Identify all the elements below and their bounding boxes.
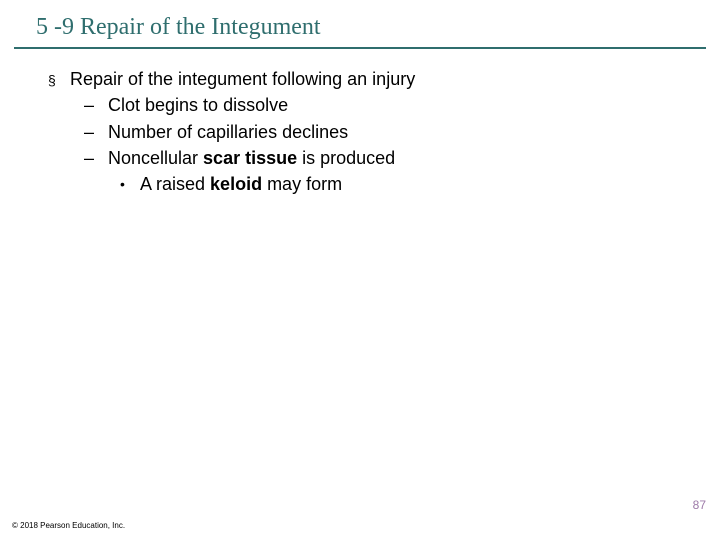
dash-bullet-icon: –	[84, 120, 108, 144]
bullet-l3-text: A raised keloid may form	[140, 172, 342, 196]
bullet-l2-1-text: Clot begins to dissolve	[108, 93, 288, 117]
bullet-level2: – Number of capillaries declines	[84, 120, 680, 144]
text-fragment: Noncellular	[108, 148, 203, 168]
bullet-l2-3-text: Noncellular scar tissue is produced	[108, 146, 395, 170]
text-bold: scar tissue	[203, 148, 297, 168]
content-body: § Repair of the integument following an …	[0, 49, 720, 196]
bullet-l1-text: Repair of the integument following an in…	[70, 67, 415, 91]
slide-title: 5 -9 Repair of the Integument	[0, 0, 720, 47]
bullet-level1: § Repair of the integument following an …	[48, 67, 680, 91]
text-fragment: A raised	[140, 174, 210, 194]
dot-bullet-icon: •	[120, 172, 140, 194]
text-fragment: is produced	[297, 148, 395, 168]
bullet-level3: • A raised keloid may form	[120, 172, 680, 196]
bullet-level2: – Noncellular scar tissue is produced	[84, 146, 680, 170]
square-bullet-icon: §	[48, 67, 70, 90]
slide-container: 5 -9 Repair of the Integument § Repair o…	[0, 0, 720, 540]
text-fragment: may form	[262, 174, 342, 194]
text-bold: keloid	[210, 174, 262, 194]
bullet-l2-2-text: Number of capillaries declines	[108, 120, 348, 144]
dash-bullet-icon: –	[84, 93, 108, 117]
dash-bullet-icon: –	[84, 146, 108, 170]
bullet-level2: – Clot begins to dissolve	[84, 93, 680, 117]
copyright-text: © 2018 Pearson Education, Inc.	[12, 521, 125, 530]
page-number: 87	[693, 498, 706, 512]
